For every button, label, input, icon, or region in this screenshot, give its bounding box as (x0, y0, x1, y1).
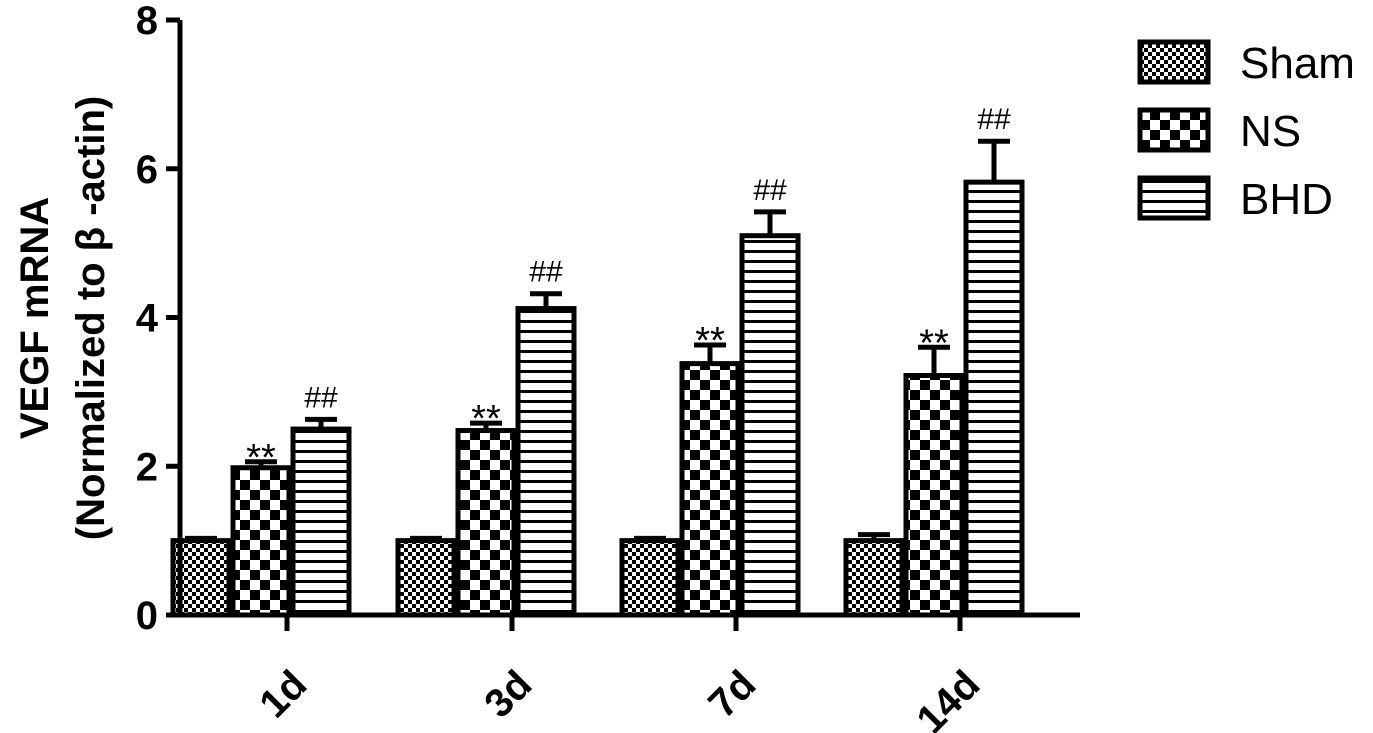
x-tick-label-14d: 14d (909, 662, 989, 733)
y-tick-label: 2 (136, 445, 158, 489)
legend-swatch-sham (1137, 39, 1211, 85)
y-tick-label: 4 (136, 297, 159, 341)
bar-ns-14d (903, 373, 965, 618)
bar-bhd-1d (290, 426, 352, 618)
y-tick-label: 6 (136, 148, 158, 192)
x-tick-label-7d: 7d (700, 662, 764, 726)
bar-ns-7d (679, 361, 741, 618)
significance-label-ns-7d: ** (695, 320, 725, 362)
significance-label-bhd-1d: ## (304, 381, 338, 414)
legend-swatch-bhd (1137, 175, 1211, 221)
legend: Sham NS BHD (1137, 39, 1355, 224)
x-tick-label-3d: 3d (476, 662, 540, 726)
y-axis-label-line2: (Normalized to β -actin) (69, 96, 113, 540)
significance-label-ns-1d: ** (246, 437, 276, 479)
y-axis-label-line1: VEGF mRNA (13, 197, 57, 439)
bar-sham-3d (395, 538, 457, 618)
bar-bhd-7d (739, 233, 801, 618)
significance-label-ns-3d: ** (471, 398, 501, 440)
y-tick-label: 0 (136, 594, 158, 638)
bar-ns-1d (230, 465, 292, 618)
legend-label-bhd: BHD (1240, 175, 1333, 224)
legend-swatch-ns (1137, 107, 1211, 153)
bar-bhd-3d (515, 306, 577, 618)
bar-sham-7d (619, 538, 681, 618)
bar-bhd-14d (963, 179, 1025, 618)
significance-label-bhd-14d: ## (977, 103, 1011, 136)
legend-label-sham: Sham (1240, 39, 1355, 88)
x-tick-label-1d: 1d (251, 662, 315, 726)
y-axis-label: VEGF mRNA (Normalized to β -actin) (13, 96, 113, 540)
bar-sham-14d (843, 538, 905, 618)
significance-label-bhd-7d: ## (753, 174, 787, 207)
significance-label-ns-14d: ** (919, 322, 949, 364)
bar-ns-3d (455, 428, 517, 618)
legend-label-ns: NS (1240, 107, 1301, 156)
significance-label-bhd-3d: ## (529, 256, 563, 289)
y-tick-label: 8 (136, 0, 158, 43)
